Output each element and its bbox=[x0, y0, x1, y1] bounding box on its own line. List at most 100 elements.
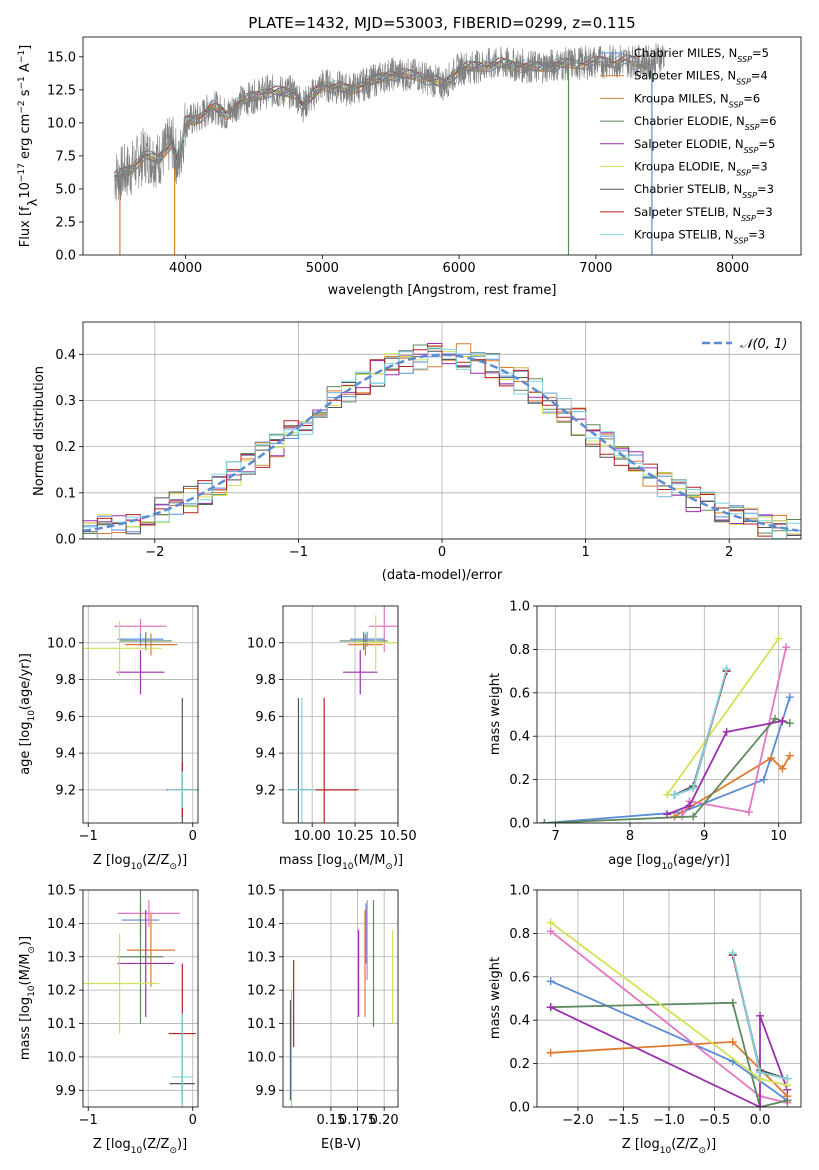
legend-label-main: Kroupa MILES, N bbox=[634, 91, 729, 105]
x-axis-label-part: )] bbox=[393, 853, 403, 868]
x-axis-label-part: Z [log bbox=[93, 853, 131, 868]
x-axis-label-part: (Z/Z bbox=[671, 1137, 698, 1152]
y-tick-label: 5.0 bbox=[55, 182, 76, 197]
x-tick-label: 8 bbox=[626, 829, 634, 844]
x-axis-label-part: )] bbox=[177, 1137, 187, 1152]
x-tick-label: 9 bbox=[700, 829, 708, 844]
y-axis-label-part: −1 bbox=[17, 50, 27, 63]
legend-label-main: Chabrier ELODIE, N bbox=[634, 114, 745, 128]
y-tick-label: 9.2 bbox=[255, 783, 276, 798]
legend-label-tail: =3 bbox=[757, 182, 774, 196]
y-tick-label: 7.5 bbox=[55, 149, 76, 164]
legend-label-sub: SSP bbox=[736, 168, 751, 177]
x-tick-label: −2.0 bbox=[562, 1113, 594, 1128]
mass-weight-marker bbox=[670, 790, 679, 799]
x-tick-label: −1.0 bbox=[653, 1113, 685, 1128]
y-axis-label-part: A bbox=[18, 63, 33, 76]
mass-weight-marker bbox=[774, 634, 783, 643]
x-axis-label-part: Z [log bbox=[93, 1137, 131, 1152]
x-tick-label: 2 bbox=[725, 545, 733, 560]
y-axis-label-part: 10 bbox=[27, 710, 37, 722]
mass-weight-line bbox=[674, 755, 791, 818]
spectrum-panel: 4000 5000 6000 7000 8000 0.0 2.5 5.0 7.5 10.0 12.5… bbox=[17, 36, 802, 298]
x-axis-label: age [log10(age/yr)] bbox=[608, 853, 730, 872]
x-axis-label: mass [log10(M/M⊙)] bbox=[279, 853, 403, 872]
y-tick-label: 1.0 bbox=[509, 884, 530, 899]
y-tick-label: 0.1 bbox=[55, 486, 76, 501]
y-tick-label: 0.3 bbox=[55, 394, 76, 409]
mass-weight-line bbox=[544, 717, 791, 823]
y-axis-label-part: erg cm bbox=[18, 114, 33, 163]
x-axis-label: (data-model)/error bbox=[382, 568, 503, 583]
legend-label-tail: =6 bbox=[743, 91, 760, 105]
y-axis-label-part: ] bbox=[18, 45, 33, 50]
y-tick-label: 9.4 bbox=[255, 747, 276, 762]
y-tick-label: 0.4 bbox=[55, 348, 76, 363]
y-axis-label: mass [log10(M/M⊙)] bbox=[18, 936, 37, 1060]
legend-label-tail: =5 bbox=[758, 137, 775, 151]
x-axis-label-part: (Z/Z bbox=[142, 853, 169, 868]
y-axis-label-part: −2 bbox=[17, 100, 27, 113]
y-tick-label: 0.0 bbox=[55, 533, 76, 548]
y-tick-label: 1.0 bbox=[509, 600, 530, 615]
y-tick-label: 0.6 bbox=[509, 970, 530, 985]
plot-area bbox=[83, 890, 196, 1107]
legend-label-tail: =3 bbox=[748, 228, 765, 242]
x-tick-label: 4000 bbox=[169, 261, 202, 276]
y-tick-label: 0.8 bbox=[509, 927, 530, 942]
y-axis-label: mass weight bbox=[488, 673, 503, 755]
histogram-step-line bbox=[83, 345, 801, 539]
x-tick-label: −1 bbox=[79, 1113, 98, 1128]
mass-weight-marker bbox=[756, 1103, 765, 1107]
y-tick-label: 10.4 bbox=[47, 917, 76, 932]
legend-label-tail: =6 bbox=[760, 114, 777, 128]
plot-area bbox=[289, 900, 394, 1107]
mass-weight-marker bbox=[759, 775, 768, 784]
mass-vs-metallicity-panel: −1 09.910.010.110.210.310.410.5Z [log10(Z… bbox=[18, 884, 199, 1156]
x-axis-label-part: age [log bbox=[608, 853, 661, 868]
axes-border bbox=[536, 889, 802, 1108]
mass-weight-marker bbox=[546, 977, 555, 986]
x-axis-label-part: )] bbox=[177, 853, 187, 868]
legend-label-main: Kroupa STELIB, N bbox=[634, 228, 734, 242]
y-tick-label: 10.5 bbox=[47, 884, 76, 899]
residuals-histogram-panel: −2 −1 0 1 2 0.0 0.1 0.2 0.3 0.4 𝒩(0, 1) (data-model… bbox=[32, 321, 802, 583]
x-tick-label: 10.50 bbox=[379, 829, 416, 844]
mass-weight-marker bbox=[783, 1074, 792, 1083]
plot-area bbox=[83, 343, 801, 539]
legend-label: Salpeter STELIB, NSSP=3 bbox=[634, 205, 773, 223]
legend-label: Kroupa MILES, NSSP=6 bbox=[634, 91, 760, 109]
mass-weight-marker bbox=[546, 918, 555, 927]
x-axis-label: Z [log10(Z/Z⊙)] bbox=[622, 1137, 716, 1156]
y-tick-label: 10.0 bbox=[247, 636, 276, 651]
plot-area bbox=[540, 634, 794, 823]
legend-label-main: Chabrier MILES, N bbox=[634, 46, 737, 60]
mass-weight-marker bbox=[785, 751, 794, 760]
mass-weight-marker bbox=[546, 1048, 555, 1057]
y-axis-label-part: ⊙ bbox=[27, 946, 37, 954]
y-axis-label-part: mass [log bbox=[18, 997, 33, 1060]
x-tick-label: 0.175 bbox=[339, 1113, 376, 1128]
y-axis-label-part: age [log bbox=[18, 722, 33, 775]
y-tick-label: 12.5 bbox=[47, 83, 76, 98]
histogram-step-line bbox=[83, 347, 801, 539]
x-axis-label-part: ⊙ bbox=[698, 1146, 706, 1156]
mass-weight-marker bbox=[756, 1068, 765, 1077]
y-tick-label: 9.6 bbox=[55, 710, 76, 725]
legend-label-tail: =3 bbox=[756, 205, 773, 219]
legend-label-main: Salpeter STELIB, N bbox=[634, 205, 741, 219]
grid bbox=[537, 605, 801, 824]
x-axis-label-part: 10 bbox=[131, 1146, 143, 1156]
x-tick-label: −2 bbox=[145, 545, 164, 560]
y-tick-label: 0.8 bbox=[509, 643, 530, 658]
y-tick-label: 10.3 bbox=[47, 950, 76, 965]
plot-area bbox=[546, 918, 792, 1107]
legend-label: Salpeter ELODIE, NSSP=5 bbox=[634, 137, 775, 155]
y-axis-label-part: (age/yr)] bbox=[18, 653, 33, 710]
legend-label-sub: SSP bbox=[744, 145, 759, 154]
x-tick-label: 10.00 bbox=[294, 829, 331, 844]
age-vs-metallicity-panel: −1 09.29.49.69.810.0Z [log10(Z/Z⊙)]age [l… bbox=[18, 605, 199, 872]
y-tick-label: 15.0 bbox=[47, 50, 76, 65]
